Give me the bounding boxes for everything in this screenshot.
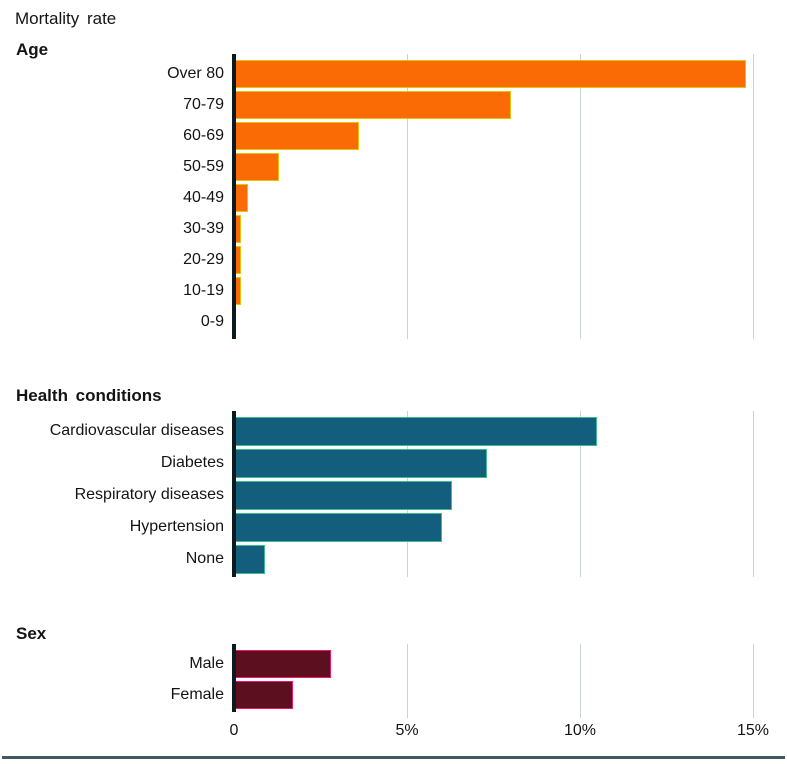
category-label: Over 80 — [167, 64, 224, 82]
section-title-age: Age — [16, 40, 49, 59]
category-label: 20-29 — [183, 250, 224, 268]
axis-tick-label: 5% — [395, 722, 419, 739]
category-label: 60-69 — [183, 126, 224, 144]
category-label: Respiratory diseases — [74, 486, 224, 503]
bar — [234, 416, 598, 446]
bar-row: 50-59 — [183, 151, 764, 182]
bar-row: 0-9 — [201, 306, 764, 337]
gridline-10pct — [580, 411, 581, 577]
bar — [234, 152, 279, 181]
category-label: 30-39 — [183, 219, 224, 237]
health-conditions-chart-plot: Cardiovascular diseases Diabetes Respirato… — [50, 411, 764, 577]
bar-row: 40-49 — [183, 182, 764, 213]
bar-row: 20-29 — [183, 244, 764, 275]
bar — [234, 448, 487, 478]
category-label: Cardiovascular diseases — [49, 422, 224, 439]
category-label: None — [185, 550, 224, 567]
bar — [234, 90, 511, 119]
category-label: Male — [189, 654, 224, 672]
category-label: 50-59 — [183, 157, 224, 175]
sex-chart-plot: Male Female — [171, 644, 764, 712]
bar-row: 30-39 — [183, 213, 764, 244]
section-title-health-conditions: Health conditions — [16, 386, 162, 405]
bar-row: None — [186, 543, 764, 575]
bar-row: 60-69 — [183, 120, 764, 151]
axis-tick — [580, 706, 581, 718]
bar-row: Over 80 — [167, 58, 764, 89]
category-label: Diabetes — [160, 454, 224, 471]
gridline-10pct — [580, 54, 581, 339]
bar — [234, 59, 747, 88]
category-label: Female — [170, 685, 224, 703]
bar-row: Female — [171, 679, 764, 710]
bar — [234, 649, 331, 678]
bar — [234, 512, 442, 542]
axis-tick-label: 0 — [229, 722, 239, 739]
axis-tick-label: 10% — [563, 722, 597, 739]
y-axis-line — [232, 54, 236, 339]
bar — [234, 480, 452, 510]
gridline-15pct — [753, 411, 754, 577]
axis-tick — [407, 706, 408, 718]
bar — [234, 121, 359, 150]
axis-tick-label: 15% — [736, 722, 770, 739]
bar-row: Hypertension — [130, 511, 764, 543]
x-axis: 0 5% 10% 15% — [230, 706, 769, 746]
bar-row: Male — [189, 648, 764, 679]
y-axis-line — [232, 644, 236, 712]
gridline-15pct — [753, 54, 754, 339]
gridline-10pct — [580, 644, 581, 712]
y-axis-line — [232, 411, 236, 577]
gridline-15pct — [753, 644, 754, 712]
age-chart-plot: Over 80 70-79 60-69 50-59 40-49 30-39 20-29 10-… — [167, 54, 764, 339]
bottom-rule — [2, 756, 785, 759]
bar-row: Cardiovascular diseases — [50, 415, 764, 447]
category-label: 70-79 — [183, 95, 224, 113]
category-label: 40-49 — [183, 188, 224, 206]
category-label: 10-19 — [183, 281, 224, 299]
category-label: 0-9 — [200, 312, 224, 330]
bar-row: Respiratory diseases — [75, 479, 764, 511]
bar — [234, 680, 293, 709]
bar-row: 10-19 — [183, 275, 764, 306]
gridline-5pct — [407, 644, 408, 712]
bar — [234, 183, 248, 212]
bar-row: Diabetes — [161, 447, 764, 479]
category-label: Hypertension — [129, 518, 224, 535]
bar — [234, 544, 266, 574]
gridline-5pct — [407, 54, 408, 339]
bar-row: 70-79 — [183, 89, 764, 120]
section-title-sex: Sex — [16, 624, 47, 643]
chart-title: Mortality rate — [15, 9, 117, 28]
axis-tick — [753, 706, 754, 718]
